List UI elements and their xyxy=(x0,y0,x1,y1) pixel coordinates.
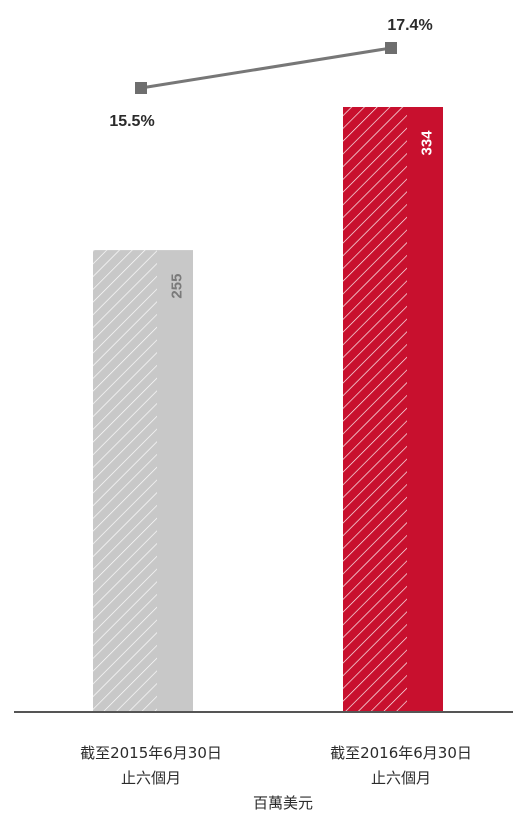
bars-layer: 255 334 xyxy=(93,107,443,712)
category-label-2-line-2: 止六個月 xyxy=(371,769,431,787)
line-marker-1 xyxy=(135,82,147,94)
bar-hatch-1 xyxy=(93,250,157,712)
bar-value-label-2: 334 xyxy=(419,130,436,156)
line-value-label-2: 17.4% xyxy=(387,17,432,34)
unit-label: 百萬美元 xyxy=(253,794,313,812)
category-label-2-line-1: 截至2016年6月30日 xyxy=(330,744,472,762)
bar-hatch-2 xyxy=(343,107,407,712)
bar-value-label-1: 255 xyxy=(169,274,186,299)
line-marker-2 xyxy=(385,42,397,54)
category-label-1-line-1: 截至2015年6月30日 xyxy=(80,744,222,762)
line-layer: 15.5% 17.4% xyxy=(109,17,432,130)
line-value-label-1: 15.5% xyxy=(109,113,154,130)
line-series xyxy=(140,46,392,90)
category-label-1-line-2: 止六個月 xyxy=(121,769,181,787)
